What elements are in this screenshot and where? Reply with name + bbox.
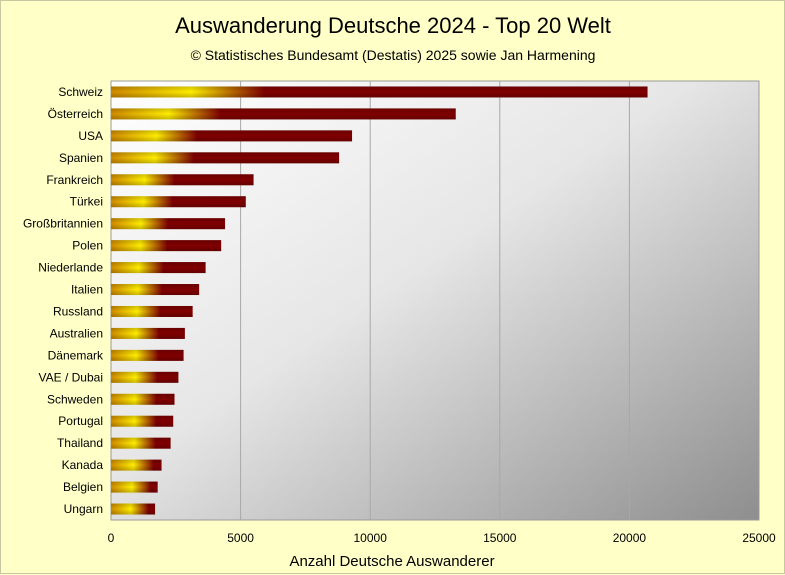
bar-shading (111, 393, 175, 405)
bar-shading (111, 196, 246, 208)
bar-shading (111, 349, 184, 361)
chart-title: Auswanderung Deutsche 2024 - Top 20 Welt (175, 13, 611, 38)
x-tick-label: 25000 (742, 531, 776, 545)
y-tick-label: Belgien (63, 480, 103, 494)
y-tick-label: Italien (71, 283, 103, 297)
bar-shading (111, 130, 353, 142)
y-tick-label: Spanien (59, 151, 103, 165)
y-tick-label: Russland (53, 304, 103, 318)
bar-shading (111, 371, 179, 383)
y-tick-label: Polen (72, 239, 103, 253)
bar-shading (111, 481, 158, 493)
bar-shading (111, 305, 193, 317)
y-tick-label: Ungarn (64, 502, 103, 516)
x-tick-label: 5000 (227, 531, 254, 545)
bar-shading (111, 327, 185, 339)
bar-shading (111, 152, 340, 164)
bar-shading (111, 174, 254, 186)
bar-shading (111, 240, 222, 252)
bar-shading (111, 284, 200, 296)
bar-shading (111, 108, 456, 120)
y-tick-label: Kanada (62, 458, 104, 472)
y-tick-label: Schweiz (58, 85, 103, 99)
x-tick-label: 20000 (613, 531, 647, 545)
x-tick-label: 0 (108, 531, 115, 545)
y-tick-label: Dänemark (48, 348, 104, 362)
bar-shading (111, 86, 648, 98)
x-axis-label: Anzahl Deutsche Auswanderer (289, 553, 494, 570)
bar-shading (111, 459, 162, 471)
y-tick-label: Niederlande (38, 261, 103, 275)
y-tick-label: Österreich (48, 107, 103, 121)
x-tick-label: 10000 (354, 531, 388, 545)
plot-area (110, 80, 760, 521)
y-tick-label: Großbritannien (23, 217, 103, 231)
y-tick-label: Thailand (57, 436, 103, 450)
bar-shading (111, 437, 171, 449)
x-tick-label: 15000 (483, 531, 517, 545)
bar-shading (111, 262, 206, 274)
chart-subtitle: © Statistisches Bundesamt (Destatis) 202… (191, 47, 596, 63)
y-tick-label: Portugal (58, 414, 103, 428)
bar-shading (111, 503, 156, 515)
bar-shading (111, 415, 174, 427)
y-tick-label: Frankreich (46, 173, 103, 187)
y-tick-label: Schweden (47, 392, 103, 406)
y-tick-label: Australien (50, 326, 103, 340)
bar-shading (111, 218, 226, 230)
y-tick-label: VAE / Dubai (39, 370, 103, 384)
y-tick-label: Türkei (70, 195, 103, 209)
y-tick-label: USA (78, 129, 103, 143)
